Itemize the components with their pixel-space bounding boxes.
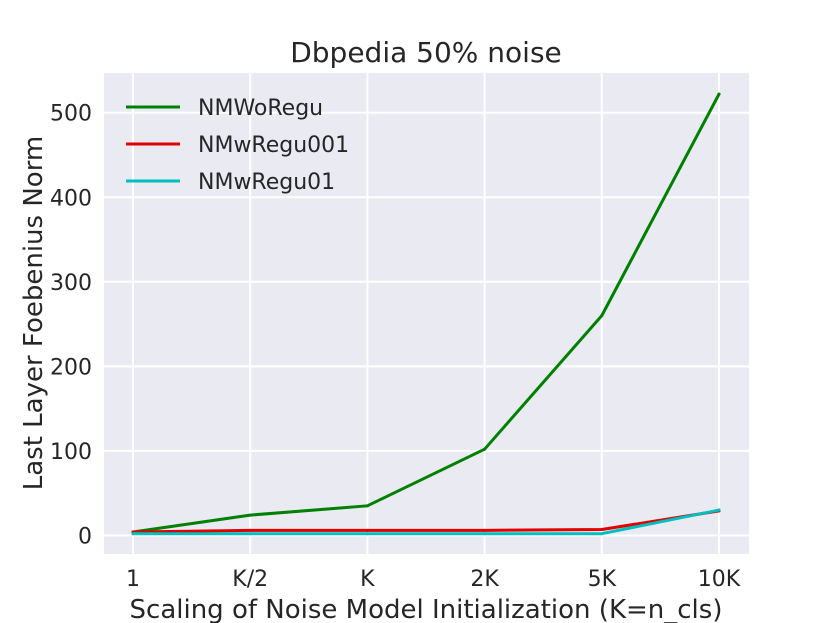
data-point <box>717 508 721 512</box>
y-tick-label: 400 <box>50 186 92 211</box>
plot-area <box>104 73 749 554</box>
x-tick-label: K/2 <box>232 567 268 592</box>
data-point <box>717 92 721 96</box>
data-point <box>365 532 369 536</box>
legend: NMWoRegu NMwRegu001 NMwRegu01 <box>126 96 349 195</box>
data-point <box>483 528 487 532</box>
y-axis-label: Last Layer Foebenius Norm <box>19 136 49 491</box>
x-tick-label: K <box>360 567 375 592</box>
data-point <box>483 447 487 451</box>
data-point <box>248 513 252 517</box>
series-line-1 <box>131 92 721 534</box>
data-point <box>600 527 604 531</box>
x-tick-label: 1 <box>126 567 140 592</box>
legend-label: NMwRegu001 <box>198 133 349 158</box>
series-layer <box>131 92 721 536</box>
y-tick-label: 500 <box>50 102 92 127</box>
data-point <box>600 532 604 536</box>
y-tick-label: 300 <box>50 271 92 296</box>
chart-title: Dbpedia 50% noise <box>290 36 562 69</box>
data-point <box>131 532 135 536</box>
data-point <box>248 532 252 536</box>
x-tick-label: 5K <box>588 567 617 592</box>
data-point <box>248 528 252 532</box>
y-tick-label: 200 <box>50 355 92 380</box>
y-tick-label: 0 <box>78 524 92 549</box>
data-point <box>483 532 487 536</box>
series-line-2 <box>131 509 721 534</box>
y-tick-labels: 0 100 200 300 400 500 <box>50 102 92 550</box>
data-point <box>365 504 369 508</box>
series-line-3 <box>131 508 721 536</box>
x-tick-label: 2K <box>470 567 499 592</box>
data-point <box>600 314 604 318</box>
x-axis-label: Scaling of Noise Model Initialization (K… <box>130 595 723 623</box>
data-point <box>365 528 369 532</box>
legend-label: NMwRegu01 <box>198 170 335 195</box>
x-tick-labels: 1 K/2 K 2K 5K 10K <box>126 567 741 592</box>
x-tick-label: 10K <box>698 567 741 592</box>
y-tick-label: 100 <box>50 440 92 465</box>
legend-label: NMWoRegu <box>198 96 323 121</box>
grid-lines <box>104 73 749 554</box>
